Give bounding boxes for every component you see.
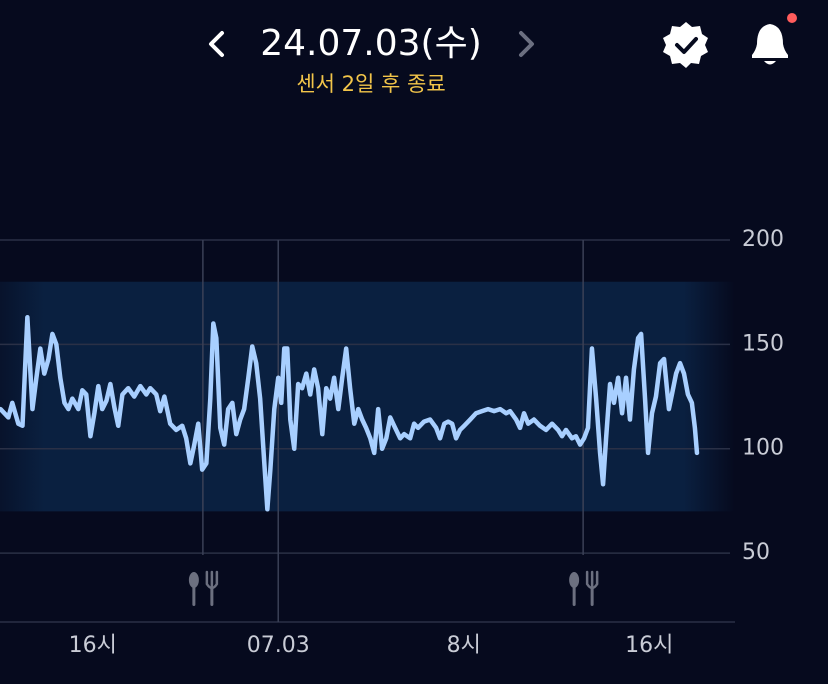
x-tick-label: 16시: [625, 633, 673, 658]
x-tick-label: 16시: [69, 633, 117, 658]
prev-day-button[interactable]: [209, 31, 224, 57]
fork-handle: [210, 586, 214, 606]
y-tick-label: 150: [742, 331, 784, 356]
date-title: 24.07.03(수): [260, 23, 482, 64]
fork-handle: [590, 586, 594, 606]
meal-icon: [188, 570, 219, 606]
spoon-handle: [572, 585, 576, 606]
y-tick-label: 50: [742, 540, 770, 565]
sensor-note: 센서 2일 후 종료: [296, 72, 445, 96]
y-tick-label: 200: [742, 227, 784, 252]
x-tick-label: 07.03: [247, 633, 310, 658]
meal-icon: [569, 570, 599, 606]
y-tick-label: 100: [742, 436, 784, 461]
glucose-chart: 50 100 150 200 16시 07.03 8시 16시: [0, 227, 784, 658]
spoon-head: [188, 572, 199, 588]
next-day-button[interactable]: [519, 31, 534, 57]
notification-bell[interactable]: [752, 13, 797, 65]
glucose-line: [0, 314, 700, 512]
spoon-head: [569, 572, 580, 588]
spoon-handle: [192, 585, 196, 606]
x-tick-label: 8시: [447, 633, 481, 658]
verified-badge[interactable]: [663, 22, 708, 68]
